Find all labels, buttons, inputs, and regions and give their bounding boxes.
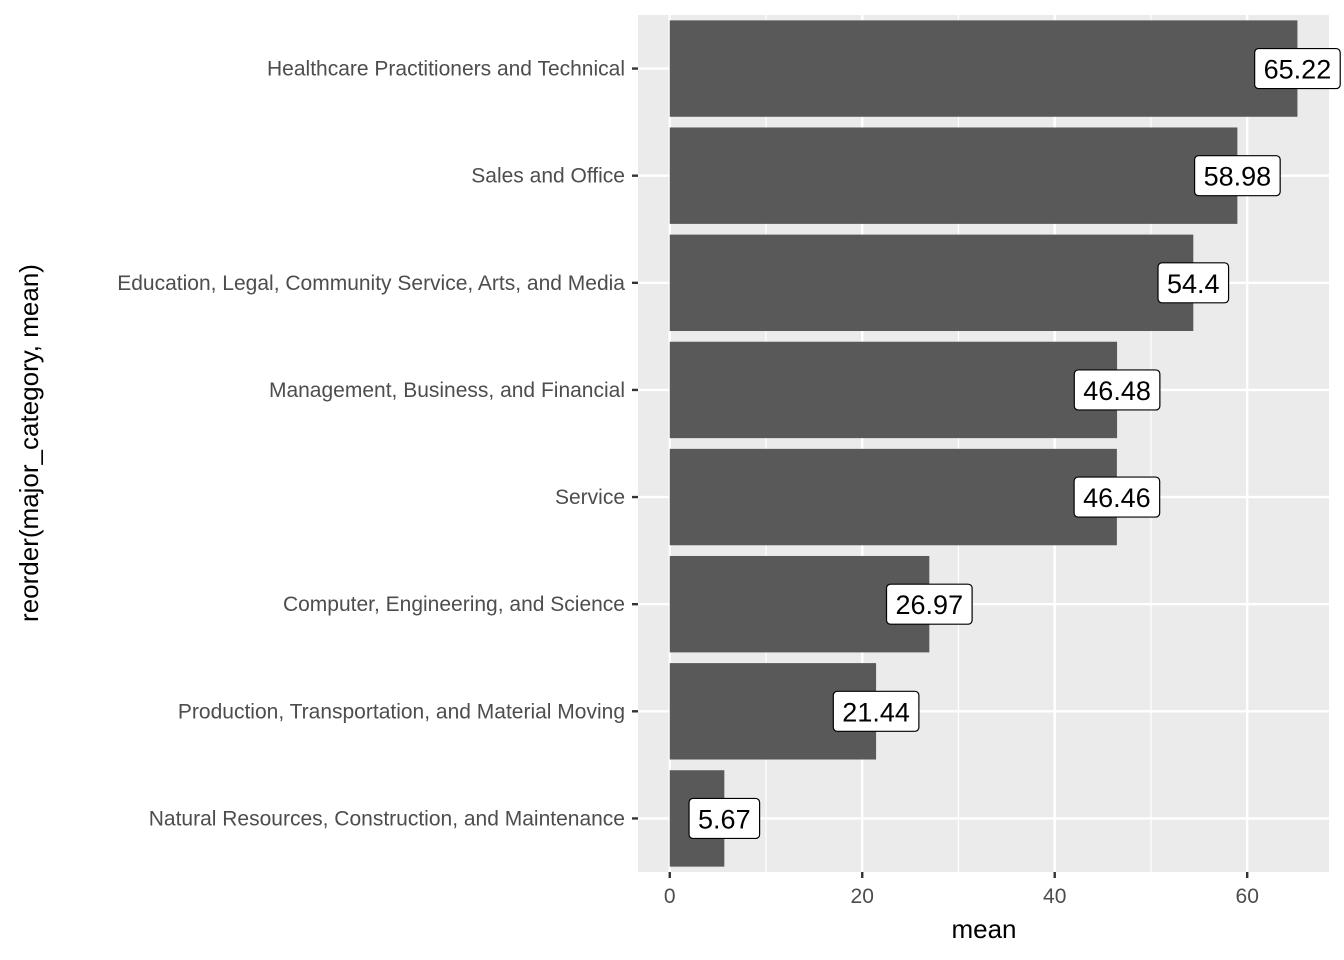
y-tick-label: Service	[555, 486, 625, 509]
data-labels: 65.22 58.98 54.4 46.48 46.46 26.97 21.44 5.67	[688, 47, 1341, 840]
x-tick-label: 20	[851, 885, 874, 908]
data-label: 65.22	[1254, 47, 1341, 90]
y-tick-label: Education, Legal, Community Service, Art…	[117, 272, 625, 295]
y-tick-label: Natural Resources, Construction, and Mai…	[149, 807, 625, 830]
data-label: 5.67	[688, 797, 761, 840]
data-label: 58.98	[1193, 155, 1281, 197]
x-tick-label: 60	[1236, 885, 1259, 908]
data-label-box	[1193, 155, 1281, 197]
data-label-text: 65.22	[1264, 55, 1332, 85]
x-axis-title: mean	[951, 914, 1016, 944]
data-label-text: 58.98	[1204, 162, 1272, 192]
data-label-box	[1157, 262, 1230, 304]
bar	[669, 234, 1194, 332]
y-axis: Healthcare Practitioners and Technical Sa…	[117, 58, 638, 830]
data-label-text: 46.46	[1083, 483, 1151, 513]
data-label: 46.48	[1073, 369, 1161, 411]
bar	[669, 20, 1298, 117]
data-label-text: 26.97	[896, 590, 964, 620]
bars	[669, 20, 1298, 867]
data-label-box	[1073, 369, 1161, 411]
bar	[669, 127, 1238, 224]
y-tick-label: Management, Business, and Financial	[269, 379, 625, 402]
data-label-text: 21.44	[842, 697, 910, 727]
data-label: 46.46	[1073, 476, 1161, 518]
bar	[669, 341, 1118, 439]
data-label: 26.97	[885, 583, 973, 625]
data-label: 54.4	[1157, 262, 1230, 304]
x-tick-label: 40	[1043, 885, 1066, 908]
y-tick-label: Healthcare Practitioners and Technical	[267, 58, 625, 81]
y-tick-label: Production, Transportation, and Material…	[178, 700, 625, 723]
data-label: 21.44	[832, 690, 920, 732]
data-label-box	[688, 797, 761, 840]
y-tick-label: Sales and Office	[471, 165, 625, 188]
data-label-box	[1073, 476, 1161, 518]
data-label-text: 5.67	[698, 804, 751, 834]
x-axis: 0 20 40 60	[664, 872, 1259, 908]
y-tick-label: Computer, Engineering, and Science	[283, 593, 625, 616]
bar	[669, 448, 1117, 546]
y-axis-title: reorder(major_category, mean)	[14, 264, 44, 622]
data-label-text: 54.4	[1167, 269, 1220, 299]
data-label-text: 46.48	[1083, 376, 1151, 406]
data-label-box	[885, 583, 973, 625]
x-tick-label: 0	[664, 885, 676, 908]
data-label-box	[832, 690, 920, 732]
data-label-box	[1254, 47, 1341, 90]
